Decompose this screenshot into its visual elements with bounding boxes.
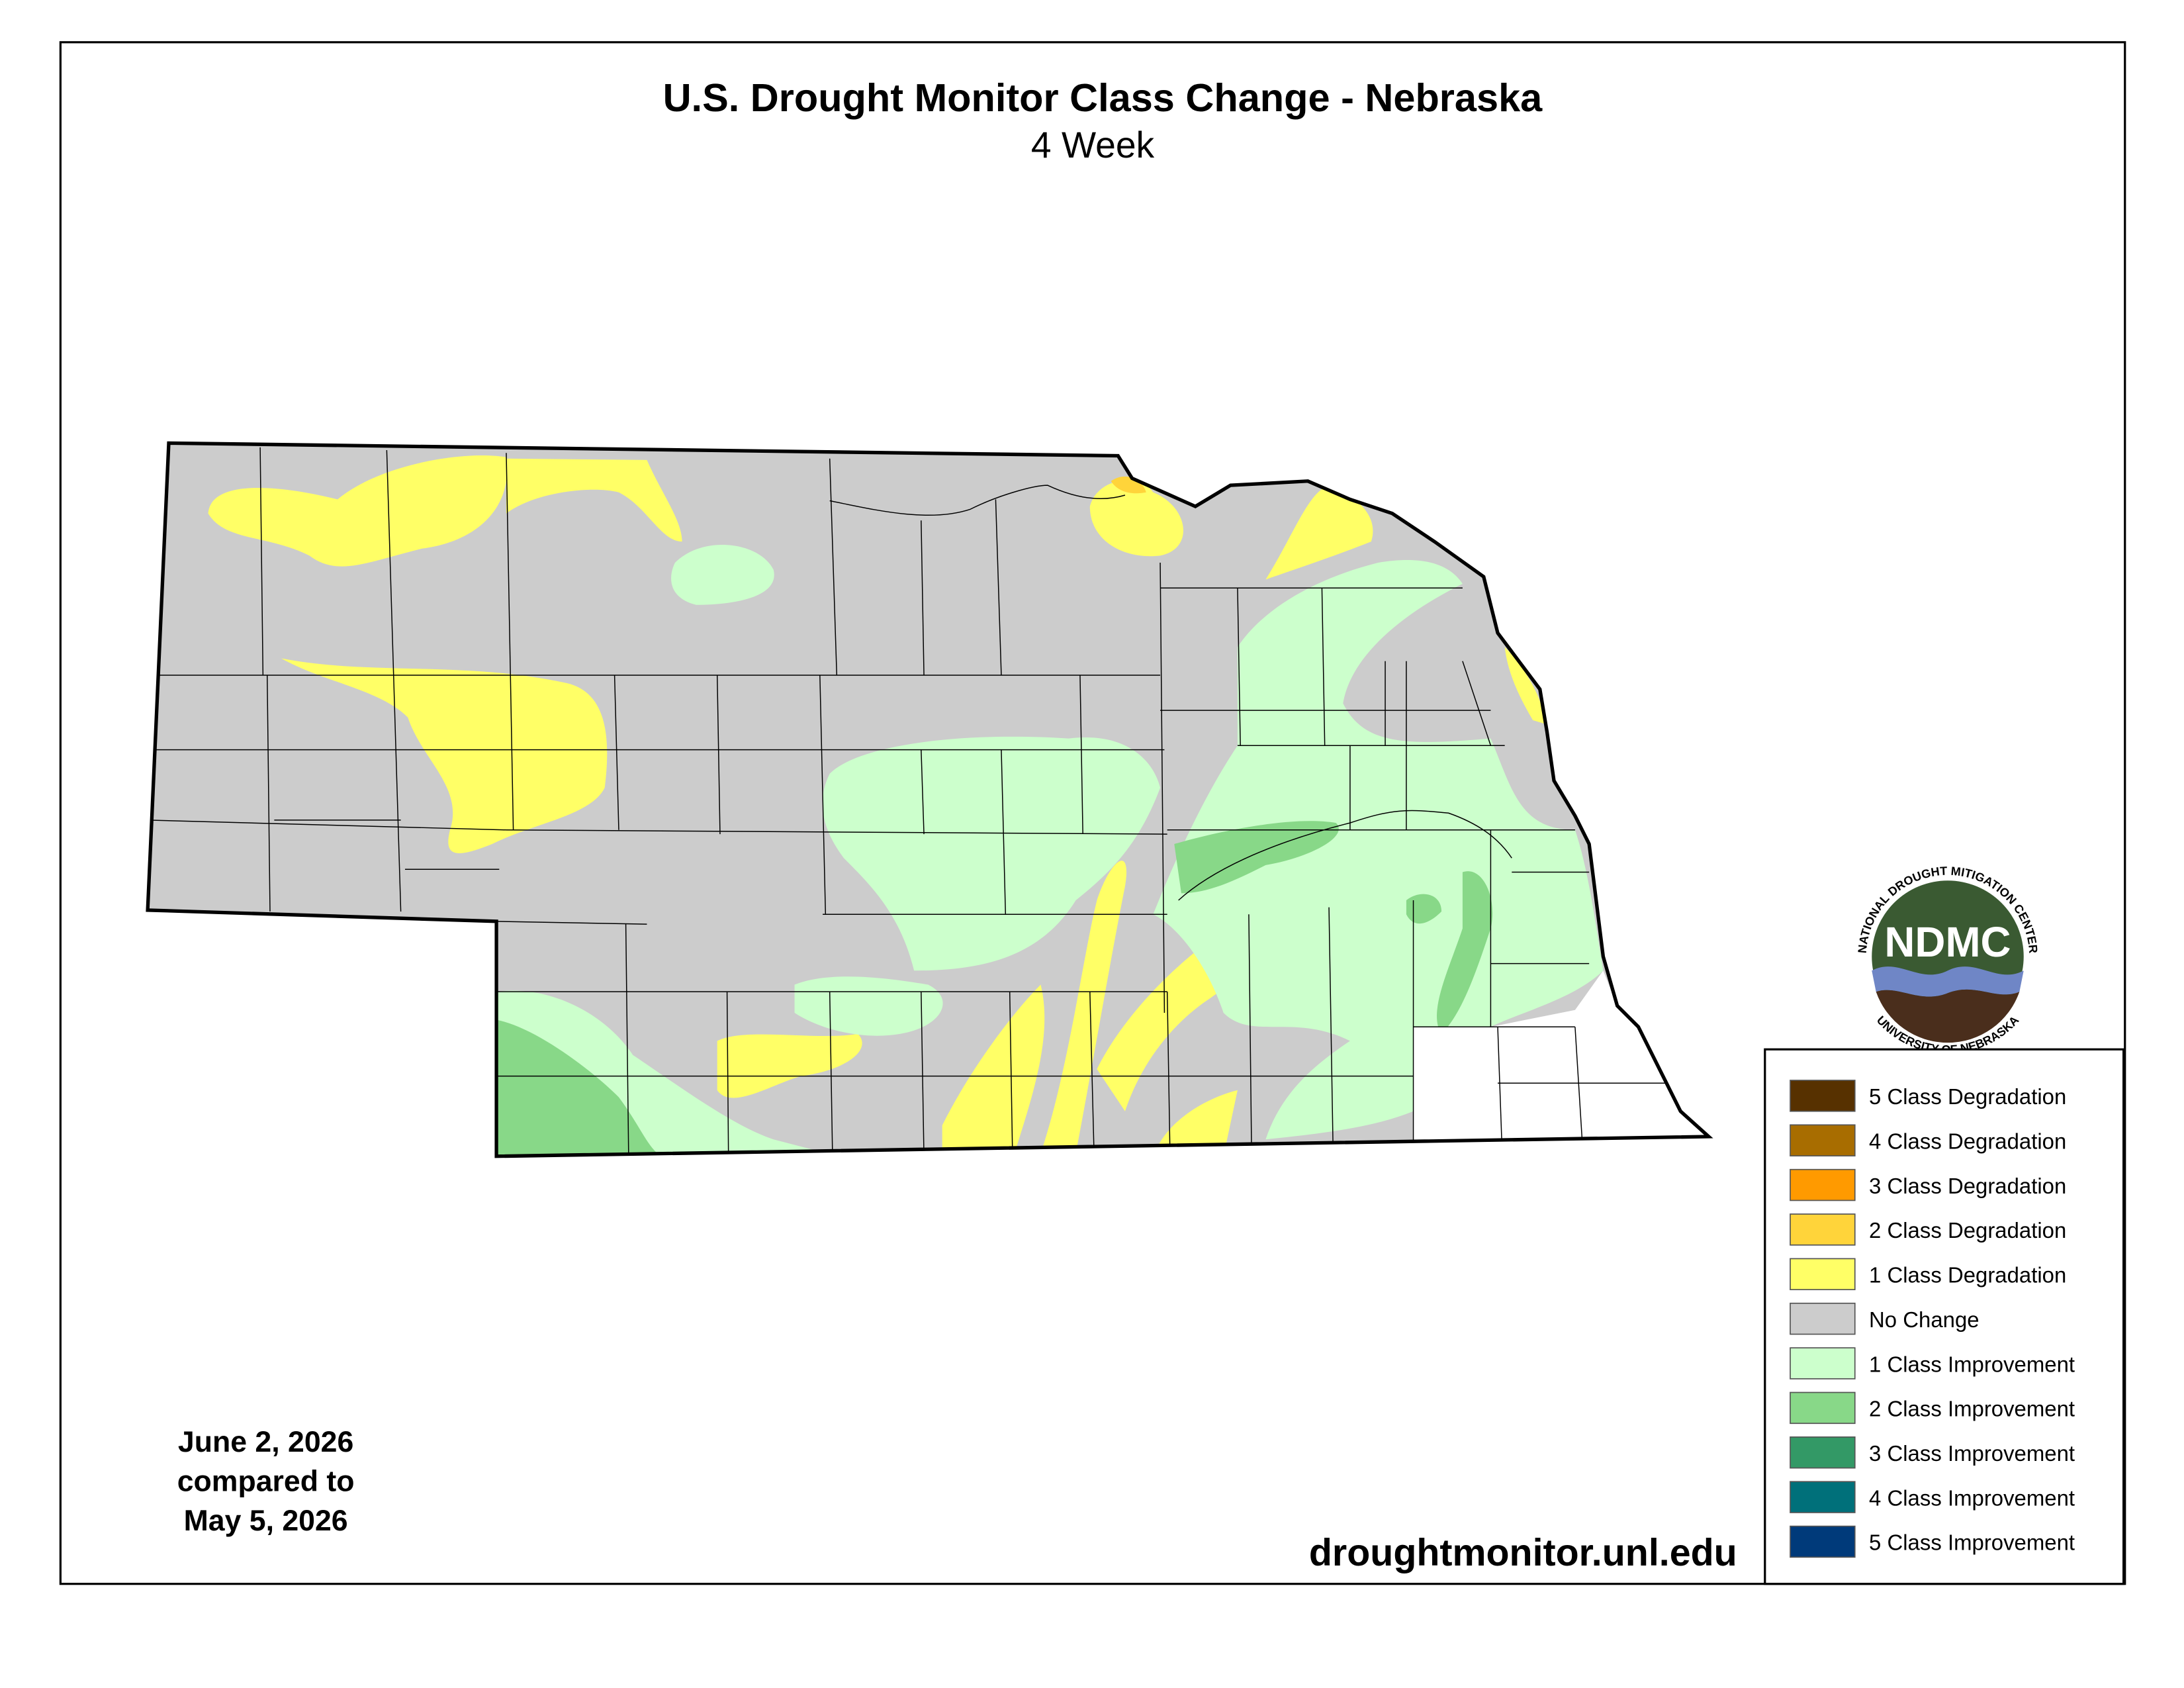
date-line: May 5, 2026: [184, 1505, 348, 1537]
no-drought-area: [1413, 970, 1709, 1156]
subtitle: 4 Week: [1031, 124, 1155, 165]
legend-label: No Change: [1869, 1307, 1979, 1332]
legend-label: 4 Class Degradation: [1869, 1129, 2066, 1153]
legend-label: 3 Class Improvement: [1869, 1441, 2075, 1466]
legend-label: 1 Class Improvement: [1869, 1352, 2075, 1376]
logo-ground: [1876, 989, 2020, 1043]
logo-wave: [1872, 966, 2024, 997]
legend-swatch: [1790, 1481, 1856, 1513]
legend-swatch: [1790, 1168, 1856, 1201]
legend-label: 2 Class Improvement: [1869, 1397, 2075, 1421]
date-line: compared to: [177, 1465, 355, 1497]
legend-label: 5 Class Improvement: [1869, 1530, 2075, 1555]
legend-swatch: [1790, 1391, 1856, 1425]
legend: 5 Class Degradation 4 Class Degradation 3 …: [1790, 1080, 2075, 1558]
title: U.S. Drought Monitor Class Change - Nebr…: [663, 75, 1543, 120]
source-url: droughtmonitor.unl.edu: [1309, 1532, 1737, 1574]
legend-label: 4 Class Improvement: [1869, 1485, 2075, 1510]
logo-acronym: NDMC: [1884, 918, 2011, 966]
legend-swatch: [1790, 1525, 1856, 1558]
legend-label: 5 Class Degradation: [1869, 1084, 2066, 1109]
date-line: June 2, 2026: [178, 1426, 353, 1458]
county-lines: [148, 447, 1667, 1156]
ndmc-logo: NDMC NATIONAL DROUGHT MITIGATION CENTER …: [1849, 858, 2046, 1056]
legend-swatch: [1790, 1213, 1856, 1246]
degradation-areas: [208, 455, 1547, 1156]
legend-swatch: [1790, 1436, 1856, 1469]
legend-swatch: [1790, 1302, 1856, 1335]
legend-swatch: [1790, 1258, 1856, 1291]
legend-label: 1 Class Degradation: [1869, 1263, 2066, 1288]
legend-swatch: [1790, 1124, 1856, 1156]
legend-label: 2 Class Degradation: [1869, 1218, 2066, 1243]
legend-swatch: [1790, 1347, 1856, 1380]
legend-swatch: [1790, 1080, 1856, 1112]
legend-label: 3 Class Degradation: [1869, 1174, 2066, 1198]
date-note: June 2, 2026 compared to May 5, 2026: [177, 1426, 355, 1537]
